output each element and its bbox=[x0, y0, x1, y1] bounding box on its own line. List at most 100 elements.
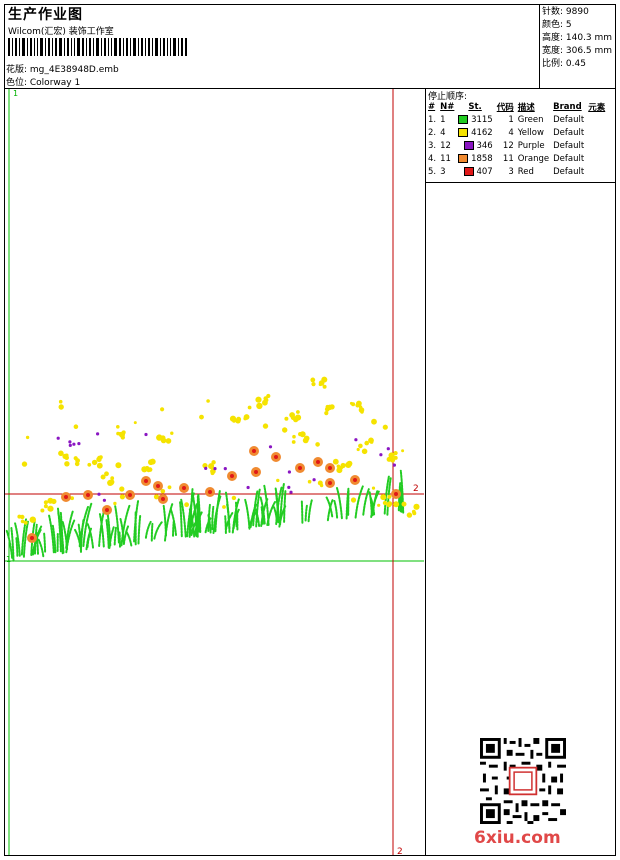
row-code: 1 bbox=[508, 114, 514, 125]
yellow-petal bbox=[387, 501, 393, 507]
yellow-petal bbox=[170, 431, 174, 435]
color-swatch bbox=[458, 114, 469, 124]
grass-blade bbox=[252, 489, 259, 527]
yellow-petal bbox=[358, 443, 363, 449]
purple-dot bbox=[213, 467, 217, 471]
purple-dot bbox=[56, 436, 60, 440]
row-description: Red bbox=[517, 166, 534, 177]
red-flower-center bbox=[156, 484, 160, 488]
red-flower-center bbox=[208, 490, 212, 494]
grass-blade bbox=[244, 498, 251, 530]
red-guide-label-bottom: 2 bbox=[397, 847, 403, 857]
yellow-petal bbox=[97, 455, 101, 460]
yellow-petal bbox=[364, 440, 370, 446]
stitch-count-value: 346 bbox=[476, 140, 493, 151]
stop-sequence-title: 停止顺序: bbox=[428, 92, 468, 102]
row-needle: 1 bbox=[440, 114, 446, 125]
grass-blade bbox=[108, 525, 115, 549]
purple-dot bbox=[223, 467, 227, 471]
stitch-count-value: 3115 bbox=[471, 114, 493, 125]
grass-blade bbox=[307, 499, 313, 523]
yellow-petal bbox=[17, 514, 22, 519]
col-element: 元素 bbox=[588, 102, 606, 113]
purple-dot bbox=[96, 432, 100, 436]
row-stitches: 4162 bbox=[456, 126, 494, 139]
yellow-dot bbox=[199, 414, 204, 420]
yellow-petal bbox=[324, 411, 329, 416]
grass-blade bbox=[279, 482, 285, 526]
yellow-dot bbox=[58, 404, 64, 410]
yellow-petal bbox=[393, 451, 398, 456]
row-brand: Default bbox=[553, 153, 585, 164]
stitch-count-value: 4162 bbox=[471, 127, 493, 138]
design-height: 高度: 140.3 mm bbox=[542, 33, 613, 43]
yellow-petal bbox=[40, 508, 45, 513]
row-needle: 4 bbox=[440, 127, 446, 138]
yellow-dot bbox=[231, 495, 237, 501]
yellow-petal bbox=[43, 500, 49, 505]
yellow-dot bbox=[377, 503, 381, 507]
grass-blade bbox=[86, 523, 94, 549]
yellow-dot bbox=[160, 407, 165, 412]
grass-blade bbox=[82, 502, 93, 547]
stop-sequence-table: # N# St. 代码 描述 Brand 元素 1. 1 3115 1 Green De… bbox=[426, 100, 607, 178]
grass-blade bbox=[105, 518, 110, 549]
yellow-dot bbox=[276, 478, 280, 483]
purple-dot bbox=[392, 463, 396, 467]
red-guide-label-right: 2 bbox=[413, 484, 419, 494]
grass-blade bbox=[14, 522, 21, 557]
grass-blade bbox=[336, 487, 343, 520]
yellow-petal bbox=[360, 410, 364, 414]
grass-blade bbox=[326, 499, 334, 522]
grass-group bbox=[5, 469, 405, 562]
red-flower-center bbox=[252, 449, 256, 453]
row-code: 12 bbox=[502, 140, 514, 151]
yellow-petal bbox=[209, 463, 213, 468]
grass-blade bbox=[120, 504, 131, 547]
yellow-dot bbox=[21, 461, 28, 467]
grass-blade bbox=[125, 530, 133, 547]
row-description: Purple bbox=[517, 140, 545, 151]
red-flower-center bbox=[328, 466, 332, 470]
table-row: 5. 3 407 3 Red Default bbox=[426, 165, 607, 178]
purple-dot bbox=[204, 466, 208, 470]
yellow-dot bbox=[184, 502, 190, 508]
yellow-dot bbox=[74, 461, 80, 467]
page-frame bbox=[4, 4, 616, 856]
qr-code bbox=[480, 738, 566, 824]
purple-dot bbox=[386, 447, 390, 451]
yellow-dot bbox=[222, 505, 226, 509]
red-flower-center bbox=[105, 508, 109, 512]
yellow-petal bbox=[318, 380, 325, 386]
grass-blade bbox=[368, 490, 373, 515]
purple-dot bbox=[354, 438, 358, 442]
grass-blade bbox=[162, 504, 167, 537]
yellow-petal bbox=[110, 476, 115, 481]
yellow-dot bbox=[25, 435, 30, 440]
yellow-dot bbox=[73, 424, 79, 430]
purple-dot bbox=[312, 478, 316, 482]
grass-blade bbox=[207, 503, 211, 532]
row-stitches: 3115 bbox=[456, 113, 494, 126]
grass-blade bbox=[190, 519, 198, 536]
purple-dot bbox=[68, 443, 72, 447]
purple-dot bbox=[77, 442, 81, 446]
purple-dot bbox=[72, 442, 76, 446]
yellow-dot bbox=[160, 489, 166, 494]
yellow-petal bbox=[296, 410, 300, 414]
grass-blade bbox=[144, 520, 152, 539]
yellow-petal bbox=[73, 456, 78, 461]
yellow-petal bbox=[243, 414, 250, 420]
red-flower-center bbox=[128, 493, 132, 497]
yellow-petal bbox=[355, 403, 360, 408]
red-flower-center bbox=[274, 455, 278, 459]
purple-dot bbox=[97, 492, 101, 496]
yellow-petal bbox=[322, 384, 327, 389]
grass-blade bbox=[211, 505, 215, 531]
grass-blade bbox=[255, 488, 261, 528]
yellow-petal bbox=[311, 382, 316, 387]
row-description: Orange bbox=[517, 153, 550, 164]
red-flower-center bbox=[144, 479, 148, 483]
row-needle: 12 bbox=[440, 140, 451, 151]
